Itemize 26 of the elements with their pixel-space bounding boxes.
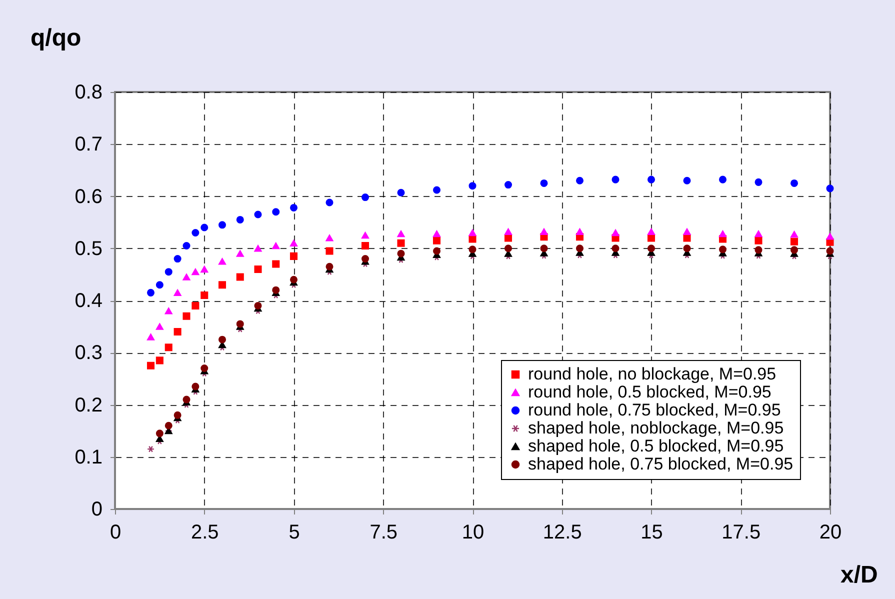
x-tick-label: 17.5 [722,522,761,544]
y-tick-label: 0.2 [74,394,102,416]
legend-label: round hole, 0.75 blocked, M=0.95 [528,400,781,420]
y-tick-label: 0.4 [74,290,102,312]
x-tick-label: 20 [819,522,842,544]
y-tick-label: 0 [91,498,102,520]
x-tick-label: 12.5 [542,522,582,544]
x-tick-label: 10 [462,522,484,544]
legend-label: round hole, no blockage, M=0.95 [528,364,776,384]
x-tick-label: 2.5 [190,522,219,544]
y-tick-label: 0.6 [74,186,102,208]
y-tick-label: 0.1 [74,446,102,468]
x-tick-label: 5 [288,522,300,544]
legend-label: shaped hole, 0.5 blocked, M=0.95 [528,436,784,456]
x-tick-label: 0 [110,522,122,544]
y-tick-label: 0.5 [74,238,102,260]
x-axis-title: x/D [840,562,878,588]
y-tick-label: 0.7 [74,134,102,156]
x-tick-label: 15 [640,522,663,544]
legend-label: shaped hole, noblockage, M=0.95 [528,418,784,438]
legend-label: round hole, 0.5 blocked, M=0.95 [528,382,772,402]
x-tick-label: 7.5 [370,522,398,544]
y-axis-title: q/qo [30,24,82,52]
y-tick-label: 0.8 [74,82,102,104]
legend-label: shaped hole, 0.75 blocked, M=0.95 [528,454,794,474]
y-tick-label: 0.3 [74,342,102,364]
